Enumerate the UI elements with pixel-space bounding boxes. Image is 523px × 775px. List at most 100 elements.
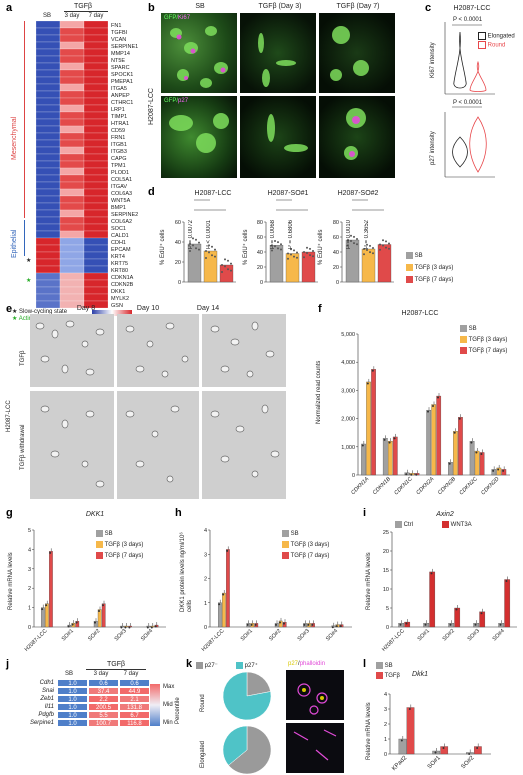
j-value-cell: 116.8 [119,719,150,727]
y-tick-label: 2 [204,577,207,583]
j-table-row: Cdh1 1.0 0.6 0.6 [10,679,150,687]
data-point [41,608,44,611]
heatmap-cell [35,272,61,281]
actin-star-icon: ★ [26,278,32,284]
gene-label: ITGB3 [111,149,127,155]
heatmap-cell [59,167,85,176]
data-point [208,244,210,247]
y-tick-label: 2 [384,722,387,728]
c-ylabel-top: Ki67 intensity [430,42,436,78]
heatmap-cell [83,34,109,43]
y-tick-label: 1,000 [341,445,355,451]
heatmap-cell [59,118,85,127]
category-label: SO#4 [140,628,154,642]
bar [269,245,284,283]
h-chart: 0 1 2 3 4 H2087-LCC SO#1 SO#2 SO#3 SO#4 [201,528,352,653]
bar [404,621,411,628]
data-point [371,369,374,372]
heatmap-cell [35,181,61,190]
panel-letter-j: j [6,658,10,670]
j-value-cell: 2.2 [88,695,119,703]
gene-label: VCAN [111,37,126,43]
heatmap-cell [83,90,109,99]
k-image-title: p27/phalloidin [288,661,326,667]
l-legend-sb: SB [376,662,393,670]
micrograph-day7-ki67 [319,13,395,93]
heatmap-cell [35,195,61,204]
y-tick-label: 40 [257,250,263,256]
l-legend-tgfb-swatch [376,672,383,679]
bar [41,607,45,628]
violin-ki67-elongated [453,31,467,89]
data-point [296,256,298,259]
j-value-cell: 0.6 [88,679,119,687]
d-legend-sb: SB [406,252,423,260]
f-legend-sb-swatch [460,325,467,332]
bar [436,395,442,476]
data-point [277,241,279,244]
heatmap-cell [35,216,61,225]
pie-slice [222,671,272,721]
d-legend-d3-swatch [406,264,413,271]
heatmap-col-3day: 3 day [64,13,80,19]
data-point [195,247,197,250]
bar [361,443,366,476]
d1-ylabel: % EdU⁺ cells [160,229,166,265]
bar [226,549,230,628]
data-point [224,258,226,261]
y-tick-label: 25 [383,530,389,536]
data-point [437,396,439,399]
stain-label-p27: GFP/p27 [164,98,189,104]
heatmap-grid: FN1TGFBIVCANSERPINE1MMP14NT5ESPARCSPOCK1… [35,20,138,309]
heatmap-cell [59,265,85,274]
heatmap-cell [59,76,85,85]
category-label: SO#4 [492,628,506,642]
data-point [303,251,305,253]
j-gene-name: Snai [41,688,54,694]
heatmap-cell [59,251,85,260]
d3-chart: 0 20 40 60 80 [333,199,394,286]
data-point [369,244,371,247]
data-point [480,612,483,615]
panel-letter-l: l [363,658,367,670]
data-point [277,247,279,250]
heatmap-cell [35,90,61,99]
bar [187,243,202,283]
heatmap-cell [35,125,61,134]
bar [97,609,102,628]
group-label-epithelial: Epithelial [11,229,18,258]
heatmap-cell [83,202,109,211]
k-legend-neg-swatch [196,662,203,669]
bar [504,579,511,628]
heatmap-cell [83,279,109,288]
data-point [274,245,276,248]
category-label: H2087-LCC [201,628,226,653]
j-table-row: Serpine1 1.0 100.7 116.8 [10,719,150,727]
heatmap-cell [83,251,109,260]
gene-label: SERPINE2 [111,212,138,218]
y-tick-label: 2 [28,586,31,592]
y-tick-label: 1 [204,601,207,607]
d2-chart: 0 20 40 60 80 [257,199,318,286]
panel-letter-e: e [6,303,13,315]
group-label-mesenchymal: Mesenchymal [11,116,18,160]
data-point [405,622,408,625]
y-tick-label: 3,000 [341,388,355,394]
k-legend-pos-swatch [236,662,243,669]
heatmap-cell [59,97,85,106]
j-col-sb: SB [64,671,73,677]
data-point [356,237,358,240]
data-point [226,549,229,552]
category-label: SO#4 [325,628,339,642]
k-row-round: Round [200,694,206,712]
gene-label: GSN [111,303,123,309]
legend-slow-cycling-text: Slow-cycling state [19,309,68,315]
y-tick-label: 0 [386,625,389,631]
data-point [410,473,413,476]
bar [301,251,316,283]
data-point [189,243,191,245]
l-chart: 0 1 2 3 4 KPad2 SO#1 SO#2 [384,692,491,772]
data-point [369,251,371,254]
data-point [356,243,358,246]
data-point [415,473,418,476]
